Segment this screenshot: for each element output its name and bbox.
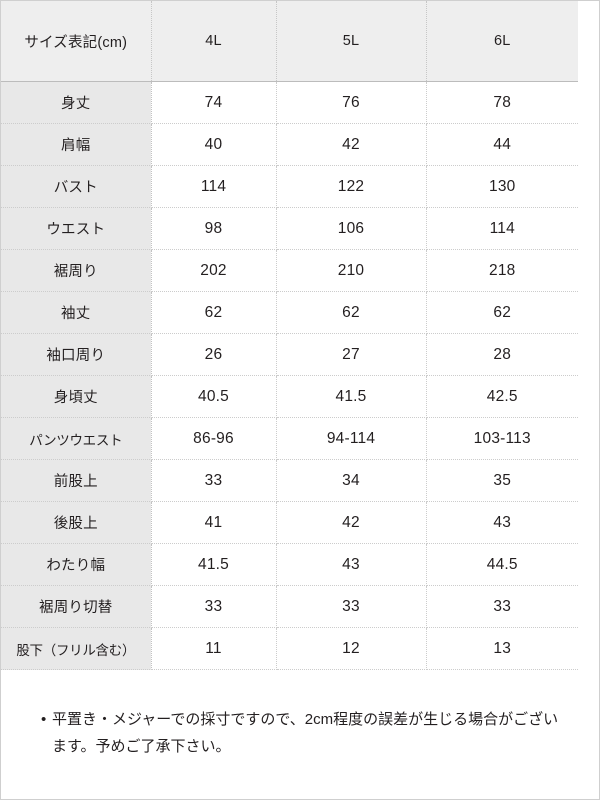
row-label: 身頃丈 [1, 375, 152, 418]
cell-6l: 62 [426, 291, 578, 334]
cell-4l: 11 [151, 627, 277, 670]
cell-5l: 41.5 [276, 375, 427, 418]
cell-6l: 103-113 [426, 417, 578, 460]
cell-6l: 114 [426, 207, 578, 250]
cell-6l: 42.5 [426, 375, 578, 418]
cell-5l: 12 [276, 627, 427, 670]
row-label: 裾周り [1, 249, 152, 292]
row-label: 肩幅 [1, 123, 152, 166]
cell-5l: 34 [276, 459, 427, 502]
size-chart-table: サイズ表記(cm) 4L 5L 6L 身丈 74 76 78 肩幅 40 42 … [1, 1, 578, 670]
cell-5l: 43 [276, 543, 427, 586]
table-row: 裾周り切替 33 33 33 [1, 585, 578, 628]
row-label: 袖丈 [1, 291, 152, 334]
cell-5l: 33 [276, 585, 427, 628]
table-row: パンツウエスト 86-96 94-114 103-113 [1, 417, 578, 460]
cell-4l: 86-96 [151, 417, 277, 460]
table-body: 身丈 74 76 78 肩幅 40 42 44 バスト 114 122 130 … [1, 81, 578, 670]
table-row: 身丈 74 76 78 [1, 81, 578, 124]
header-row: サイズ表記(cm) 4L 5L 6L [1, 1, 578, 82]
cell-5l: 122 [276, 165, 427, 208]
row-label: ウエスト [1, 207, 152, 250]
bullet-icon: • [41, 711, 47, 728]
cell-5l: 106 [276, 207, 427, 250]
cell-6l: 44.5 [426, 543, 578, 586]
row-label: バスト [1, 165, 152, 208]
cell-4l: 40.5 [151, 375, 277, 418]
cell-4l: 41.5 [151, 543, 277, 586]
cell-4l: 33 [151, 459, 277, 502]
note-item: • 平置き・メジャーでの採寸ですので、2cm程度の誤差が生じる場合がございます。… [1, 706, 599, 760]
table-row: 裾周り 202 210 218 [1, 249, 578, 292]
row-label: 後股上 [1, 501, 152, 544]
cell-4l: 41 [151, 501, 277, 544]
cell-5l: 42 [276, 501, 427, 544]
table-row: 股下（フリル含む） 11 12 13 [1, 627, 578, 670]
table-row: 肩幅 40 42 44 [1, 123, 578, 166]
cell-6l: 78 [426, 81, 578, 124]
cell-4l: 33 [151, 585, 277, 628]
cell-5l: 62 [276, 291, 427, 334]
table-row: 袖口周り 26 27 28 [1, 333, 578, 376]
table-row: 身頃丈 40.5 41.5 42.5 [1, 375, 578, 418]
header-size-label: サイズ表記(cm) [1, 1, 152, 82]
row-label: わたり幅 [1, 543, 152, 586]
cell-6l: 13 [426, 627, 578, 670]
table-row: わたり幅 41.5 43 44.5 [1, 543, 578, 586]
table-row: ウエスト 98 106 114 [1, 207, 578, 250]
cell-5l: 94-114 [276, 417, 427, 460]
table-row: バスト 114 122 130 [1, 165, 578, 208]
cell-5l: 27 [276, 333, 427, 376]
row-label: 身丈 [1, 81, 152, 124]
table-row: 前股上 33 34 35 [1, 459, 578, 502]
row-label: 股下（フリル含む） [1, 627, 152, 670]
table-row: 後股上 41 42 43 [1, 501, 578, 544]
header-column-4l: 4L [151, 1, 277, 82]
row-label: 前股上 [1, 459, 152, 502]
cell-6l: 130 [426, 165, 578, 208]
cell-5l: 42 [276, 123, 427, 166]
cell-4l: 74 [151, 81, 277, 124]
cell-6l: 44 [426, 123, 578, 166]
cell-6l: 28 [426, 333, 578, 376]
cell-5l: 76 [276, 81, 427, 124]
cell-5l: 210 [276, 249, 427, 292]
table-row: 袖丈 62 62 62 [1, 291, 578, 334]
cell-6l: 43 [426, 501, 578, 544]
cell-4l: 202 [151, 249, 277, 292]
row-label: 裾周り切替 [1, 585, 152, 628]
header-column-5l: 5L [276, 1, 427, 82]
cell-4l: 98 [151, 207, 277, 250]
cell-4l: 114 [151, 165, 277, 208]
table-header: サイズ表記(cm) 4L 5L 6L [1, 1, 578, 82]
cell-6l: 33 [426, 585, 578, 628]
cell-4l: 26 [151, 333, 277, 376]
header-column-6l: 6L [426, 1, 578, 82]
notes-section: • 平置き・メジャーでの採寸ですので、2cm程度の誤差が生じる場合がございます。… [1, 670, 599, 760]
cell-4l: 40 [151, 123, 277, 166]
note-text: 平置き・メジャーでの採寸ですので、2cm程度の誤差が生じる場合がございます。予め… [52, 711, 559, 755]
row-label: パンツウエスト [1, 417, 152, 460]
cell-6l: 35 [426, 459, 578, 502]
row-label: 袖口周り [1, 333, 152, 376]
cell-6l: 218 [426, 249, 578, 292]
cell-4l: 62 [151, 291, 277, 334]
